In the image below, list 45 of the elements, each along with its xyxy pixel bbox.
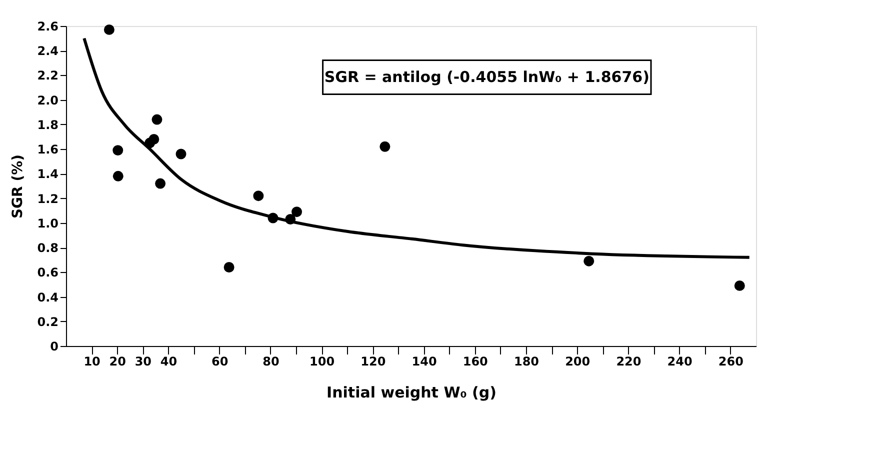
- annotation: SGR = antilog (-0.4055 lnW₀ + 1.8676): [324, 68, 650, 86]
- point: [224, 262, 234, 272]
- x-tick-label: 240: [667, 354, 692, 368]
- y-tick-label: 1.6: [37, 142, 58, 157]
- point: [152, 114, 162, 125]
- x-tick-label: 60: [211, 354, 228, 368]
- point: [292, 206, 302, 218]
- y-tick-label: 2.2: [37, 68, 58, 83]
- point: [104, 24, 114, 35]
- point: [380, 141, 390, 152]
- y-tick-label: 2.6: [37, 20, 58, 34]
- y-axis-title: SGR (%): [10, 154, 26, 219]
- x-tick-label: 220: [616, 354, 642, 368]
- y-tick-label: 0.8: [37, 241, 58, 256]
- point: [176, 148, 186, 160]
- x-tick-label: 120: [360, 354, 386, 368]
- x-tick-label: 140: [412, 354, 437, 368]
- y-tick-label: 1.2: [37, 192, 58, 206]
- x-axis-title: Initial weight W₀ (g): [326, 384, 496, 402]
- y-tick-label: 0.6: [37, 266, 58, 280]
- y-tick-label: 1.4: [37, 167, 58, 182]
- x-tick-label: 80: [262, 354, 280, 368]
- x-tick-label: 160: [462, 354, 488, 368]
- y-tick-label: 1.0: [37, 216, 58, 230]
- y-tick-label: 0.2: [37, 314, 58, 329]
- y-tick-label: 2.0: [37, 93, 58, 108]
- x-tick-label: 200: [565, 354, 590, 368]
- x-tick-label: 20: [109, 354, 126, 368]
- point: [112, 170, 124, 182]
- x-tick-label: 100: [310, 354, 335, 368]
- point: [155, 178, 166, 189]
- point: [148, 134, 160, 144]
- x-tick-label: 260: [718, 354, 744, 368]
- y-tick-label: 0: [50, 340, 58, 354]
- point: [253, 190, 264, 202]
- x-tick-label: 30: [134, 354, 152, 368]
- x-tick-label: 40: [160, 354, 178, 368]
- point: [584, 256, 594, 266]
- point: [734, 280, 745, 291]
- y-tick-label: 1.8: [37, 118, 58, 132]
- point: [112, 145, 124, 156]
- y-tick-label: 2.4: [37, 44, 58, 58]
- x-tick-label: 10: [84, 354, 100, 368]
- y-tick-label: 0.4: [37, 290, 58, 304]
- x-tick-label: 180: [514, 354, 540, 368]
